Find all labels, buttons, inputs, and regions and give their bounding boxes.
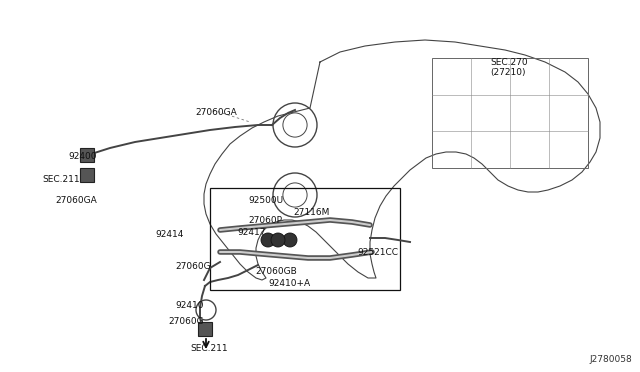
Text: 92410: 92410 bbox=[175, 301, 204, 310]
Text: SEC.270
(27210): SEC.270 (27210) bbox=[490, 58, 527, 77]
Text: 27060GA: 27060GA bbox=[195, 108, 237, 117]
Circle shape bbox=[271, 233, 285, 247]
Text: 92400: 92400 bbox=[68, 152, 97, 161]
Bar bbox=[198, 322, 212, 336]
Text: 27060GB: 27060GB bbox=[255, 267, 297, 276]
Circle shape bbox=[283, 233, 297, 247]
Text: J2780058: J2780058 bbox=[589, 355, 632, 364]
Text: SEC.211: SEC.211 bbox=[42, 175, 79, 184]
Text: 92521CC: 92521CC bbox=[357, 248, 398, 257]
Text: 27116M: 27116M bbox=[293, 208, 330, 217]
Text: 27060G: 27060G bbox=[175, 262, 211, 271]
Text: 27060GA: 27060GA bbox=[55, 196, 97, 205]
Text: 92417: 92417 bbox=[237, 228, 266, 237]
Text: 92414: 92414 bbox=[155, 230, 184, 239]
Text: 92500U: 92500U bbox=[248, 196, 283, 205]
Text: 27060P: 27060P bbox=[248, 216, 282, 225]
Circle shape bbox=[261, 233, 275, 247]
Text: 92410+A: 92410+A bbox=[268, 279, 310, 288]
Bar bbox=[80, 148, 94, 162]
Bar bbox=[80, 168, 94, 182]
Bar bbox=[432, 58, 588, 168]
Bar bbox=[210, 188, 400, 290]
Text: SEC.211: SEC.211 bbox=[190, 344, 228, 353]
Text: 27060G: 27060G bbox=[168, 317, 204, 326]
